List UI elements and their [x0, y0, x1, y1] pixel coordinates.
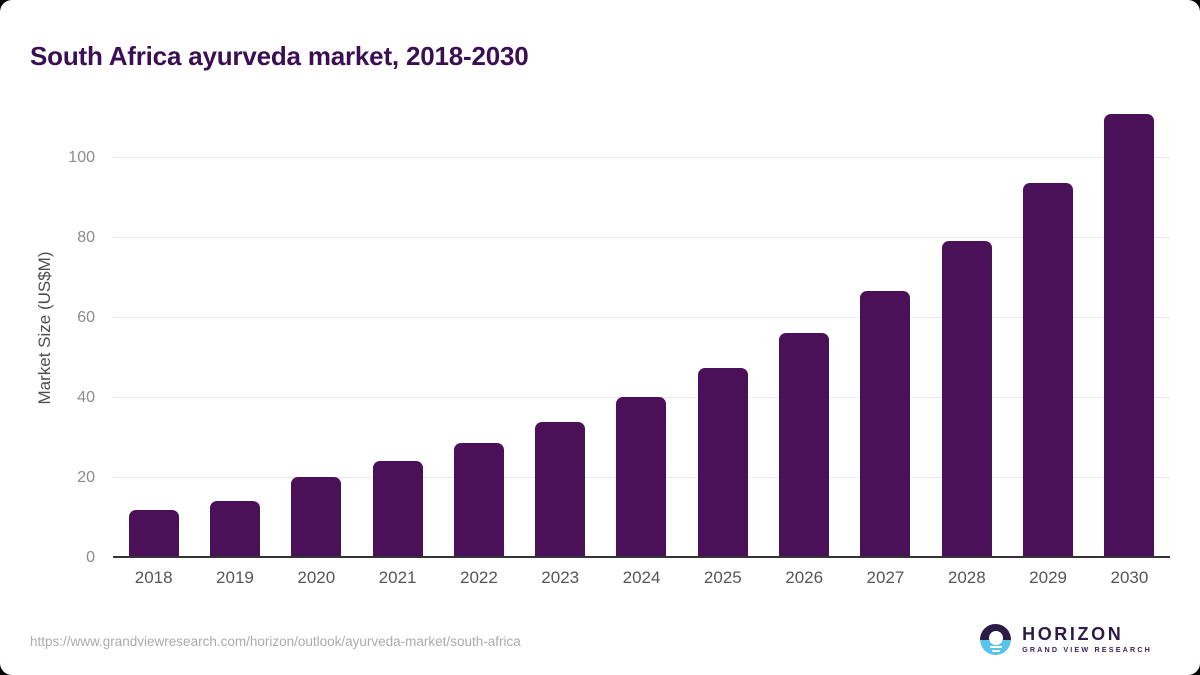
x-tick-label: 2029 [1029, 568, 1067, 587]
x-tick-label: 2023 [541, 568, 580, 587]
x-axis-tick-labels: 2018 2019 2020 2021 2022 2023 2024 2025 2026 2027… [113, 568, 1170, 588]
logo-reflection-dash [991, 650, 1000, 652]
horizon-logo: HORIZON GRAND VIEW RESEARCH [980, 624, 1152, 655]
bar-2020 [291, 476, 342, 558]
y-tick-label: 100 [68, 149, 95, 166]
bar-2021 [372, 461, 423, 558]
gridline [113, 237, 1170, 238]
logo-reflection-dash [989, 646, 1002, 649]
gridline [113, 317, 1170, 318]
source-url-text: https://www.grandviewresearch.com/horizo… [30, 634, 521, 649]
bar-2030 [1104, 114, 1155, 558]
logo-title: HORIZON [1022, 624, 1124, 644]
page-title: South Africa ayurveda market, 2018-2030 [30, 41, 529, 72]
bar-2018 [128, 509, 179, 558]
x-tick-label: 2021 [378, 568, 417, 587]
x-axis-line [113, 556, 1170, 558]
bar-2025 [697, 367, 748, 558]
logo-subtitle: GRAND VIEW RESEARCH [1022, 645, 1152, 654]
logo-text: HORIZON GRAND VIEW RESEARCH [1022, 624, 1152, 655]
x-tick-label: 2025 [703, 568, 742, 587]
x-tick-label: 2026 [785, 568, 824, 587]
bars-layer [113, 98, 1170, 558]
bar-2029 [1022, 182, 1073, 558]
gridline [113, 157, 1170, 158]
y-tick-label: 40 [77, 389, 95, 406]
y-tick-label: 20 [77, 469, 95, 486]
x-tick-label: 2019 [216, 568, 254, 587]
horizon-logo-icon [980, 624, 1012, 655]
bar-2026 [779, 332, 830, 558]
bar-2023 [535, 421, 586, 558]
plot-area: 0 20 40 60 80 100 Market Size (US$M) [35, 98, 1170, 566]
x-tick-label: 2027 [866, 568, 905, 587]
x-tick-label: 2030 [1110, 568, 1149, 587]
x-tick-label: 2018 [134, 568, 173, 587]
x-tick-label: 2022 [459, 568, 498, 587]
y-tick-label: 0 [86, 549, 95, 566]
x-tick-label: 2024 [622, 568, 661, 587]
bar-2019 [209, 501, 260, 558]
bar-2027 [860, 290, 911, 558]
y-tick-label: 80 [77, 229, 95, 246]
bar-2028 [941, 241, 992, 558]
x-tick-label: 2020 [297, 568, 336, 587]
logo-sun-icon [988, 631, 1003, 645]
y-axis-title: Market Size (US$M) [35, 251, 54, 405]
bar-2022 [453, 442, 504, 558]
y-tick-label: 60 [77, 309, 95, 326]
x-tick-label: 2028 [947, 568, 986, 587]
bar-2024 [616, 396, 667, 558]
